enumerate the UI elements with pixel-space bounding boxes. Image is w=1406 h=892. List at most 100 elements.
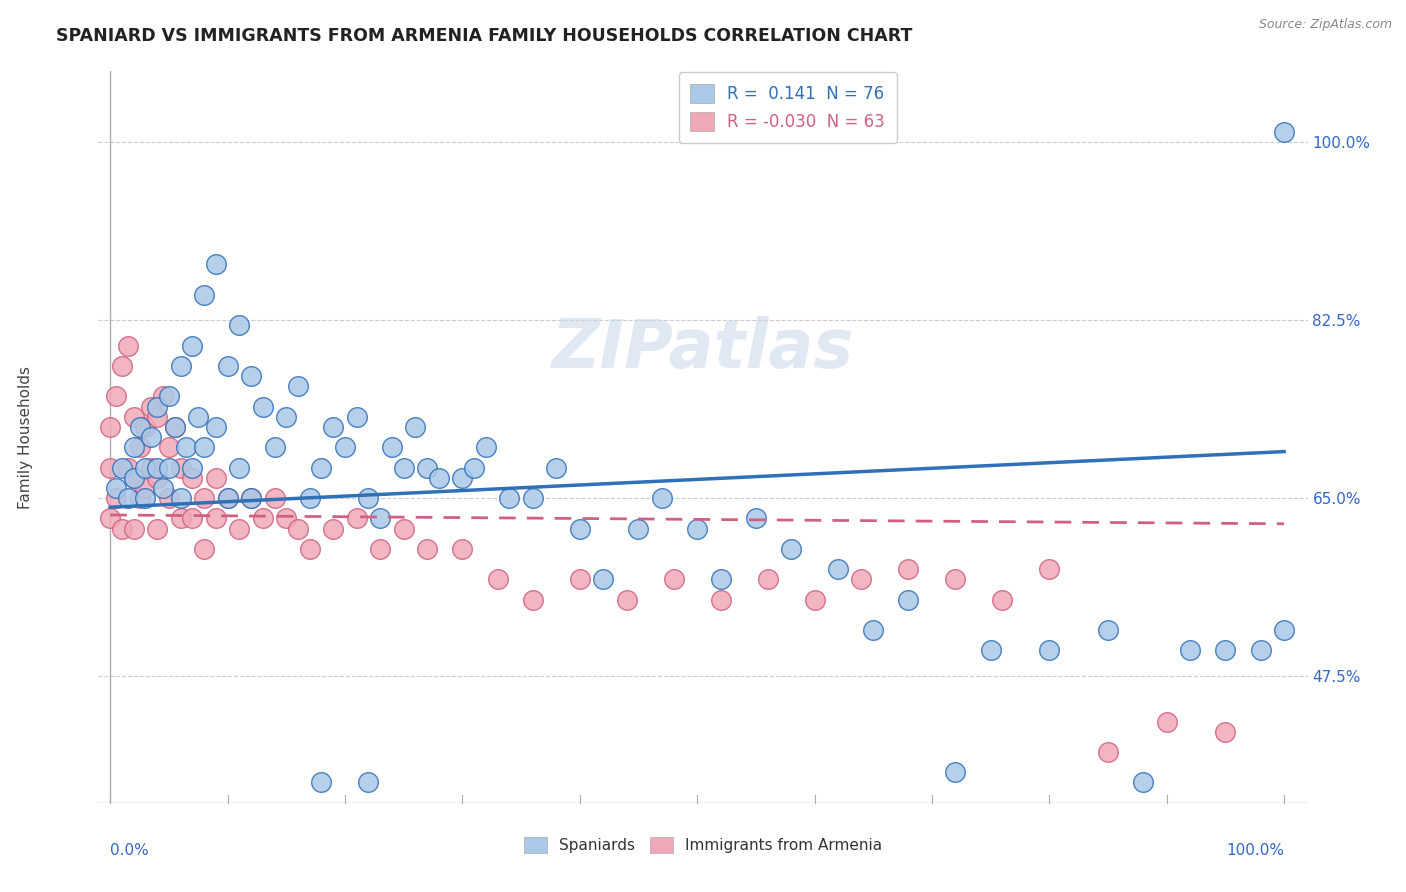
Point [463,460,485,475]
Point [616,592,638,607]
Point [240,491,263,505]
Point [122,409,145,424]
Point [228,521,250,535]
Point [381,440,404,454]
Point [522,592,544,607]
Point [745,511,768,525]
Point [1038,643,1060,657]
Point [193,288,215,302]
Point [686,521,709,535]
Point [240,369,263,384]
Point [451,541,474,556]
Point [181,460,204,475]
Point [146,471,169,485]
Point [146,409,169,424]
Point [263,440,285,454]
Point [204,420,226,434]
Point [298,541,321,556]
Point [475,440,498,454]
Point [346,511,368,525]
Point [134,420,156,434]
Text: SPANIARD VS IMMIGRANTS FROM ARMENIA FAMILY HOUSEHOLDS CORRELATION CHART: SPANIARD VS IMMIGRANTS FROM ARMENIA FAMI… [56,27,912,45]
Point [122,440,145,454]
Point [134,491,156,505]
Point [117,460,139,475]
Point [152,481,174,495]
Point [176,440,198,454]
Point [146,400,169,414]
Point [851,572,873,586]
Point [1215,724,1237,739]
Point [157,460,180,475]
Point [181,338,204,352]
Point [276,409,298,424]
Point [368,511,391,525]
Point [1156,714,1178,729]
Point [710,572,733,586]
Point [187,409,209,424]
Point [217,491,239,505]
Point [169,359,191,373]
Point [1250,643,1272,657]
Point [357,775,380,789]
Point [181,511,204,525]
Point [498,491,520,505]
Point [368,541,391,556]
Point [322,521,344,535]
Point [163,420,186,434]
Point [780,541,803,556]
Point [1272,623,1295,637]
Point [128,420,150,434]
Point [128,440,150,454]
Point [169,491,191,505]
Point [169,511,191,525]
Point [945,765,967,780]
Point [897,592,920,607]
Point [592,572,614,586]
Point [392,460,415,475]
Point [252,511,274,525]
Text: Source: ZipAtlas.com: Source: ZipAtlas.com [1258,18,1392,31]
Point [1097,745,1119,759]
Point [416,460,439,475]
Point [311,460,333,475]
Point [827,562,849,576]
Point [204,471,226,485]
Point [117,491,139,505]
Point [181,471,204,485]
Point [568,572,591,586]
Point [163,420,186,434]
Point [392,521,415,535]
Point [803,592,825,607]
Point [298,491,321,505]
Text: ZIPatlas: ZIPatlas [553,317,853,383]
Point [141,430,163,444]
Point [157,440,180,454]
Point [451,471,474,485]
Point [111,359,134,373]
Point [105,389,128,403]
Point [710,592,733,607]
Point [651,491,673,505]
Point [1038,562,1060,576]
Point [146,521,169,535]
Point [204,257,226,271]
Point [152,389,174,403]
Point [1097,623,1119,637]
Point [105,481,128,495]
Point [111,521,134,535]
Point [862,623,884,637]
Point [486,572,509,586]
Point [1132,775,1154,789]
Point [287,521,309,535]
Point [146,460,169,475]
Point [193,541,215,556]
Point [105,491,128,505]
Point [522,491,544,505]
Point [311,775,333,789]
Point [98,460,121,475]
Point [263,491,285,505]
Text: 0.0%: 0.0% [110,844,149,858]
Point [756,572,779,586]
Point [157,389,180,403]
